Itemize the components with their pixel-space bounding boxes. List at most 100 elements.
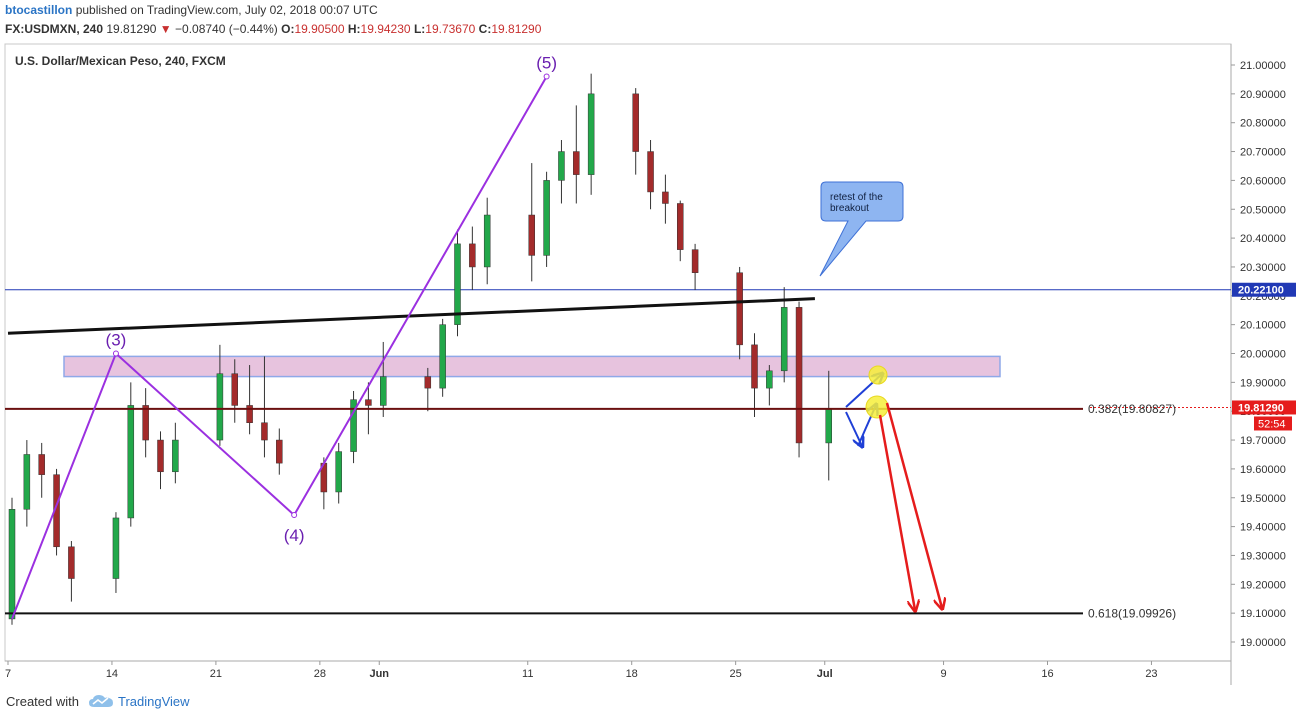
candle — [23, 440, 31, 527]
level-badge: 20.22100 — [1232, 282, 1296, 297]
elliott-wave-line[interactable] — [11, 76, 548, 620]
wave-label: (3) — [106, 331, 127, 350]
y-tick-label: 19.20000 — [1240, 579, 1286, 591]
price-badge-text: 19.81290 — [1238, 402, 1284, 414]
x-tick-label: 9 — [940, 668, 946, 680]
candle — [677, 200, 684, 262]
x-tick-label: 18 — [626, 668, 638, 680]
candle — [380, 341, 387, 417]
candle — [573, 105, 580, 204]
level-badge-text: 20.22100 — [1238, 285, 1284, 297]
close-value: 19.81290 — [491, 22, 542, 36]
y-tick-label: 19.00000 — [1240, 637, 1286, 649]
tradingview-cloud-icon[interactable] — [88, 693, 114, 709]
candle — [469, 226, 476, 291]
candle — [483, 197, 491, 285]
candle — [112, 512, 120, 593]
publish-info: published on TradingView.com, July 02, 2… — [75, 3, 378, 17]
candle — [632, 88, 639, 175]
price-chart[interactable]: 19.00000 19.10000 19.20000 19.30000 19.40000… — [0, 0, 1298, 685]
tradingview-brand[interactable]: TradingView — [118, 694, 190, 709]
x-tick-label: Jul — [817, 668, 833, 680]
red-arrow-right[interactable] — [885, 402, 942, 608]
candle — [231, 359, 238, 423]
high-label: H: — [347, 22, 361, 36]
highlight-circle-retest — [865, 395, 889, 419]
x-tick-label: 16 — [1041, 668, 1053, 680]
open-label: O: — [281, 22, 295, 36]
low-value: 19.73670 — [425, 22, 476, 36]
callout-bubble[interactable]: retest of the breakout — [819, 181, 904, 277]
highlight-circle-top — [868, 365, 888, 385]
symbol-label: FX:USDMXN, 240 — [5, 22, 104, 36]
candle — [157, 431, 164, 490]
x-tick-label: 14 — [106, 668, 118, 680]
candle — [276, 428, 283, 475]
candles-layer — [8, 73, 832, 625]
candle — [662, 174, 669, 224]
y-tick-label: 20.60000 — [1240, 175, 1286, 187]
red-projection-arrows[interactable] — [878, 402, 942, 610]
last-price: 19.81290 — [106, 22, 157, 36]
candle — [795, 301, 803, 458]
blue-arrow-down[interactable] — [845, 411, 862, 446]
candle — [335, 442, 342, 504]
y-tick-label: 20.10000 — [1240, 320, 1286, 332]
countdown-text: 52:54 — [1258, 418, 1286, 430]
y-tick-label: 19.30000 — [1240, 550, 1286, 562]
y-tick-label: 21.00000 — [1240, 60, 1286, 72]
y-tick-label: 19.70000 — [1240, 435, 1286, 447]
created-with-label: Created with — [6, 694, 79, 709]
candle — [543, 171, 550, 267]
fib-level-label: 0.618(19.09926) — [1088, 606, 1176, 620]
low-label: L: — [413, 22, 426, 36]
x-tick-label: 25 — [730, 668, 742, 680]
x-tick-label: 23 — [1145, 668, 1157, 680]
candle — [647, 140, 654, 210]
trendline[interactable] — [7, 297, 815, 335]
y-tick-label: 20.80000 — [1240, 118, 1286, 130]
price-badge: 19.81290 52:54 — [1232, 400, 1296, 431]
candle — [825, 370, 832, 481]
y-tick-label: 20.70000 — [1240, 147, 1286, 159]
wave-label: (5) — [536, 54, 557, 73]
wave-labels: (3) (4) (5) — [106, 54, 557, 546]
publish-line: btocastillon published on TradingView.co… — [5, 3, 378, 17]
high-value: 19.94230 — [360, 22, 411, 36]
y-tick-label: 19.50000 — [1240, 493, 1286, 505]
wave-point[interactable] — [112, 350, 119, 357]
candle — [68, 541, 75, 602]
plot-frame — [4, 43, 1232, 662]
candle — [691, 243, 699, 291]
y-tick-label: 19.60000 — [1240, 464, 1286, 476]
y-tick-label: 19.10000 — [1240, 608, 1286, 620]
price-axis[interactable]: 19.00000 19.10000 19.20000 19.30000 19.40000… — [1231, 60, 1286, 649]
wave-point[interactable] — [291, 512, 298, 519]
x-tick-label: 7 — [5, 668, 11, 680]
candle — [142, 388, 149, 458]
author-link[interactable]: btocastillon — [5, 3, 73, 17]
callout-text-line1: retest of the — [830, 192, 883, 203]
candle — [424, 367, 432, 412]
candle — [246, 365, 253, 435]
down-triangle-icon: ▼ — [159, 22, 172, 36]
resistance-zone[interactable] — [63, 355, 1001, 378]
chart-title: U.S. Dollar/Mexican Peso, 240, FXCM — [15, 54, 226, 68]
wave-point[interactable] — [543, 73, 550, 80]
candle — [454, 229, 461, 337]
y-tick-label: 20.90000 — [1240, 89, 1286, 101]
y-tick-label: 20.40000 — [1240, 233, 1286, 245]
callout-text-line2: breakout — [830, 203, 869, 214]
callout-shape — [819, 181, 904, 277]
candle — [736, 266, 743, 360]
red-arrow-left[interactable] — [878, 414, 915, 610]
candle — [127, 382, 135, 527]
price-change: −0.08740 (−0.44%) — [175, 22, 278, 36]
candle — [439, 318, 446, 397]
time-axis[interactable]: 7 14 21 28 Jun 11 18 25 Jul 9 16 23 — [5, 661, 1158, 680]
candle — [261, 356, 268, 458]
ohlc-line: FX:USDMXN, 240 19.81290 ▼ −0.08740 (−0.4… — [5, 22, 541, 36]
candle — [216, 344, 224, 446]
y-tick-label: 20.30000 — [1240, 262, 1286, 274]
x-tick-label: Jun — [369, 668, 389, 680]
